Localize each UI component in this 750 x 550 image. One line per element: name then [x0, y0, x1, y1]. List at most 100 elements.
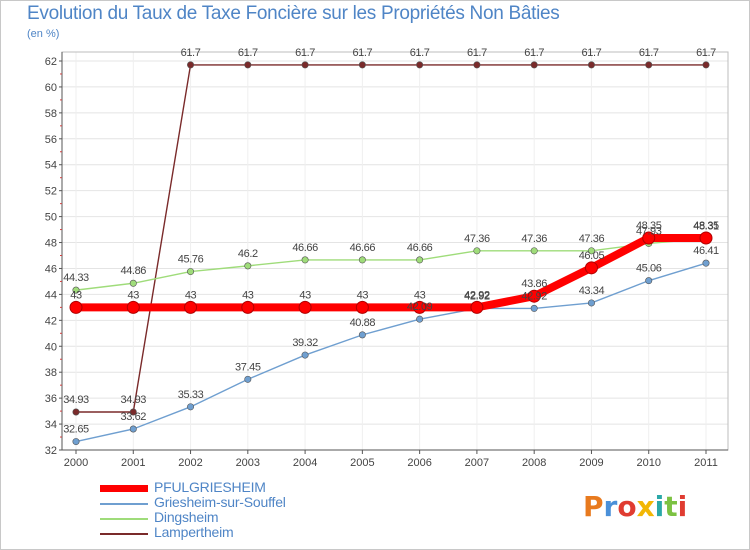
data-label-dingsheim: 46.66	[350, 242, 376, 254]
data-point-dingsheim	[530, 247, 538, 255]
x-tick-label: 2010	[636, 457, 660, 469]
logo-letter: i	[654, 490, 665, 523]
data-point-lampertheim	[244, 61, 252, 69]
data-label-lampertheim: 34.93	[63, 394, 89, 406]
y-tick-label: 60	[45, 82, 57, 94]
data-label-pfulgriesheim: 48.35	[693, 220, 719, 232]
logo-letter: x	[636, 490, 655, 523]
data-point-griesheim-sur-souffel	[702, 259, 710, 267]
data-point-pfulgriesheim	[413, 300, 427, 314]
data-point-lampertheim	[129, 408, 137, 416]
y-tick-label: 54	[45, 160, 57, 172]
data-point-griesheim-sur-souffel	[645, 277, 653, 285]
proxiti-logo: Proxiti	[583, 490, 687, 523]
data-point-dingsheim	[473, 247, 481, 255]
y-axis-unit-label: (en %)	[27, 28, 60, 40]
data-label-pfulgriesheim: 43	[414, 289, 426, 301]
data-point-dingsheim	[301, 256, 309, 264]
x-tick-label: 2007	[465, 457, 489, 469]
data-point-pfulgriesheim	[584, 261, 598, 275]
data-label-dingsheim: 44.33	[63, 272, 89, 284]
x-tick-label: 2000	[64, 457, 88, 469]
data-label-dingsheim: 46.66	[292, 242, 318, 254]
data-point-dingsheim	[244, 262, 252, 270]
data-label-pfulgriesheim: 43	[299, 289, 311, 301]
legend-label: PFULGRIESHEIM	[154, 479, 266, 495]
x-tick-label: 2001	[121, 457, 145, 469]
x-tick-label: 2005	[350, 457, 374, 469]
data-label-pfulgriesheim: 43	[357, 289, 369, 301]
x-tick-label: 2011	[694, 457, 718, 469]
data-point-lampertheim	[72, 408, 80, 416]
data-point-pfulgriesheim	[527, 289, 541, 303]
data-label-griesheim-sur-souffel: 40.88	[350, 317, 376, 329]
y-tick-label: 44	[45, 289, 57, 301]
data-label-pfulgriesheim: 46.05	[579, 250, 605, 262]
data-label-griesheim-sur-souffel: 42.92	[521, 290, 547, 302]
data-label-griesheim-sur-souffel: 45.06	[636, 263, 662, 275]
series-line-pfulgriesheim	[72, 233, 710, 312]
legend-label: Dingsheim	[154, 509, 219, 525]
data-label-dingsheim: 47.36	[464, 233, 490, 245]
data-label-lampertheim: 61.7	[696, 47, 716, 59]
data-point-griesheim-sur-souffel	[587, 299, 595, 307]
data-point-dingsheim	[72, 286, 80, 294]
y-tick-label: 58	[45, 108, 57, 120]
data-point-griesheim-sur-souffel	[358, 331, 366, 339]
data-point-pfulgriesheim	[126, 300, 140, 314]
data-point-lampertheim	[416, 61, 424, 69]
y-tick-label: 42	[45, 315, 57, 327]
data-label-dingsheim: 46.66	[407, 242, 433, 254]
data-label-dingsheim: 44.86	[121, 265, 147, 277]
data-label-lampertheim: 61.7	[238, 47, 258, 59]
data-label-dingsheim: 46.2	[238, 248, 258, 260]
data-point-pfulgriesheim	[298, 300, 312, 314]
data-label-griesheim-sur-souffel: 37.45	[235, 361, 261, 373]
data-point-dingsheim	[358, 256, 366, 264]
data-label-lampertheim: 61.7	[352, 47, 372, 59]
y-tick-label: 32	[45, 445, 57, 457]
logo-letter: t	[664, 490, 678, 523]
data-label-griesheim-sur-souffel: 35.33	[178, 389, 204, 401]
data-label-lampertheim: 61.7	[295, 47, 315, 59]
chart-title: Evolution du Taux de Taxe Foncière sur l…	[27, 3, 560, 24]
data-point-lampertheim	[645, 61, 653, 69]
data-point-lampertheim	[587, 61, 595, 69]
data-label-pfulgriesheim: 48.35	[636, 220, 662, 232]
y-tick-label: 50	[45, 212, 57, 224]
x-tick-label: 2006	[407, 457, 431, 469]
data-label-lampertheim: 61.7	[639, 47, 659, 59]
data-label-lampertheim: 61.7	[410, 47, 430, 59]
data-label-griesheim-sur-souffel: 46.41	[693, 245, 719, 257]
data-point-dingsheim	[416, 256, 424, 264]
data-point-griesheim-sur-souffel	[301, 351, 309, 359]
legend-swatch	[100, 533, 148, 535]
data-point-pfulgriesheim	[642, 231, 656, 245]
data-point-griesheim-sur-souffel	[416, 315, 424, 323]
legend-label: Griesheim-sur-Souffel	[154, 494, 286, 510]
data-label-dingsheim: 48.31	[693, 221, 719, 233]
data-point-lampertheim	[530, 61, 538, 69]
legend-label: Lampertheim	[154, 524, 234, 540]
data-label-lampertheim: 61.7	[524, 47, 544, 59]
legend-swatch	[100, 503, 148, 505]
series-line-griesheim-sur-souffel	[75, 262, 707, 443]
data-point-pfulgriesheim	[699, 231, 713, 245]
data-label-pfulgriesheim: 43.86	[521, 278, 547, 290]
data-point-lampertheim	[702, 61, 710, 69]
data-point-dingsheim	[187, 268, 195, 276]
logo-letter: i	[677, 490, 688, 523]
y-tick-label: 62	[45, 56, 57, 68]
data-point-pfulgriesheim	[241, 300, 255, 314]
data-label-griesheim-sur-souffel: 42.92	[464, 290, 490, 302]
data-label-griesheim-sur-souffel: 43.34	[579, 285, 605, 297]
y-tick-label: 56	[45, 134, 57, 146]
data-label-griesheim-sur-souffel: 33.62	[121, 411, 147, 423]
x-tick-label: 2003	[236, 457, 260, 469]
x-tick-label: 2009	[579, 457, 603, 469]
data-label-griesheim-sur-souffel: 39.32	[292, 337, 318, 349]
data-point-pfulgriesheim	[470, 300, 484, 314]
data-label-pfulgriesheim: 43	[70, 289, 82, 301]
series-line-dingsheim	[75, 237, 707, 291]
